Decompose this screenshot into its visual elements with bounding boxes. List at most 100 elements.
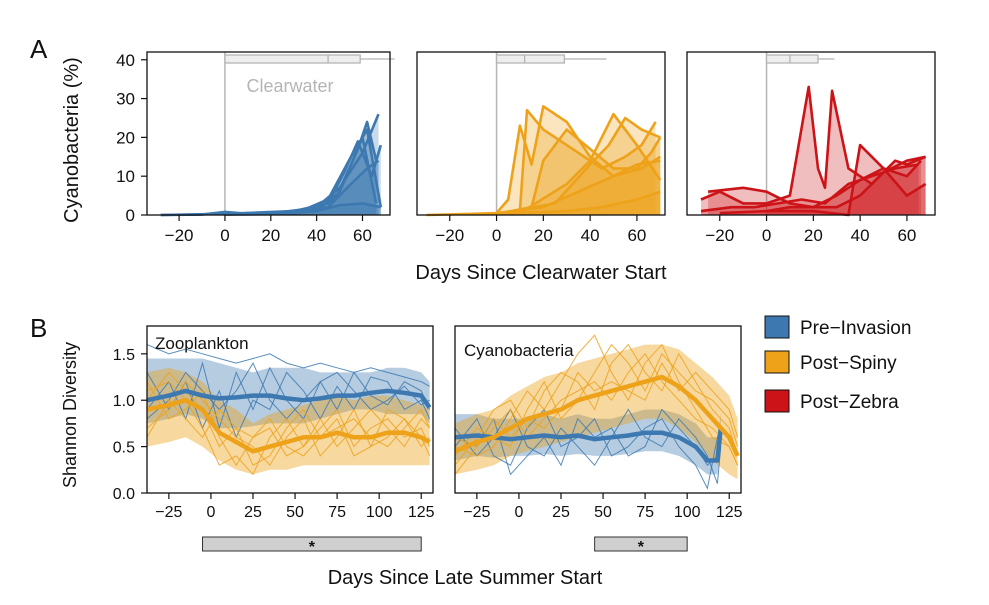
x-tick-label: 20 [804,226,823,245]
x-tick-label: −25 [463,504,490,521]
spiny-lake-line [455,334,739,466]
panel-letter-b: B [30,313,47,343]
series-area [496,118,661,215]
x-tick-label: 75 [636,504,654,521]
legend-swatch-post-spiny [764,350,790,374]
series-area [160,129,381,215]
x-tick-label: −20 [705,226,734,245]
significance-star: * [309,539,316,556]
y-tick-label: 0.5 [113,440,135,457]
plot-frame [416,51,666,216]
series-line [236,159,380,216]
x-tick-label: 0 [492,226,501,245]
x-tick-label: 100 [366,504,393,521]
panel-a-post-spiny-plot: −20 0 20 40 60 [416,51,666,245]
legend-label-post-spiny: Post−Spiny [800,353,897,374]
panel-b-zooplankton-plot: −25 0 25 50 75 100 125 0.0 0.5 1.0 1.5 [113,325,435,521]
y-tick-label: 40 [116,51,135,70]
pre-mean-line [455,427,724,463]
significance-bar [202,536,422,552]
series-area [224,121,377,215]
spiny-lake-line [147,381,431,476]
pre-lake-line [147,344,430,387]
spiny-lake-line [455,343,739,457]
series-line [496,108,657,216]
series-line [707,155,926,209]
significance-bars: * * [202,536,688,556]
panel-b-cyanobacteria-plot: −25 0 25 50 75 100 125 [454,325,743,521]
plot-area [147,344,432,476]
series-line [496,190,661,216]
spiny-lake-line [147,399,431,466]
plot-frame [454,325,742,494]
series-area [496,191,661,215]
x-tick-label: −25 [155,504,182,521]
clearwater-interval-box [495,54,566,64]
x-tick-label: 125 [716,504,743,521]
x-tick-label: 25 [244,504,262,521]
spiny-lake-line [455,362,739,475]
x-tick-label: 60 [897,226,916,245]
legend-swatch-pre-invasion [764,315,790,339]
plot-area [455,334,740,490]
zooplankton-title: Zooplankton [155,334,249,353]
x-tick-label: 0 [514,504,523,521]
panel-a-pre-invasion-plot: −20 0 20 40 60 0 10 20 30 40 [116,51,395,245]
x-tick-label: 60 [353,226,372,245]
series-line [766,143,922,217]
series-area [224,141,381,215]
cyanobacteria-title: Cyanobacteria [464,341,574,360]
x-tick-label: 0 [762,226,771,245]
spiny-mean-line [147,397,431,454]
plot-frame [146,51,391,216]
pre-ribbon [147,358,430,429]
y-tick-label: 1.0 [113,393,135,410]
panel-b-ylabel: Shannon Diversity [60,342,80,488]
panel-b-xlabel: Days Since Late Summer Start [328,567,603,589]
y-tick-label: 0 [126,206,135,225]
panel-a-ylabel: Cyanobacteria (%) [61,57,83,223]
x-tick-label: 100 [674,504,701,521]
x-tick-label: 50 [286,504,304,521]
pre-lake-line [455,408,722,484]
x-tick-label: 60 [627,226,646,245]
series-line [519,112,662,215]
x-tick-label: −20 [165,226,194,245]
series-area [766,145,921,215]
spiny-mean-line [455,374,740,457]
panel-letter-a: A [30,34,48,64]
series-area [708,156,926,215]
y-tick-label: 20 [116,128,135,147]
pre-lake-line [147,362,430,420]
x-tick-label: 50 [594,504,612,521]
series-area [701,164,919,215]
series-area [236,160,379,215]
legend-label-post-zebra: Post−Zebra [800,392,899,413]
series-line [496,155,661,215]
series-area [247,137,377,215]
series-area [496,156,661,215]
pre-lake-line [147,371,431,439]
x-tick-label: 40 [581,226,600,245]
x-tick-label: 40 [851,226,870,245]
y-tick-label: 30 [116,90,135,109]
x-tick-label: 25 [552,504,570,521]
panel-a-post-zebra-plot: −20 0 20 40 60 [686,51,936,245]
clearwater-interval-box [765,54,819,64]
clearwater-interval-box [224,54,361,64]
panel-a-xlabel: Days Since Clearwater Start [415,262,667,284]
y-tick-label: 0.0 [113,486,135,503]
x-tick-label: 75 [328,504,346,521]
y-tick-label: 1.5 [113,347,135,364]
x-tick-label: 0 [206,504,215,521]
plot-frame [686,51,936,216]
plot-frame [146,325,434,494]
x-tick-label: 0 [220,226,229,245]
x-tick-label: 125 [408,504,435,521]
x-tick-label: 20 [534,226,553,245]
pre-mean-line [147,388,432,409]
y-tick-label: 10 [116,167,135,186]
x-tick-label: 40 [307,226,326,245]
legend: Pre−Invasion Post−Spiny Post−Zebra [764,315,911,413]
